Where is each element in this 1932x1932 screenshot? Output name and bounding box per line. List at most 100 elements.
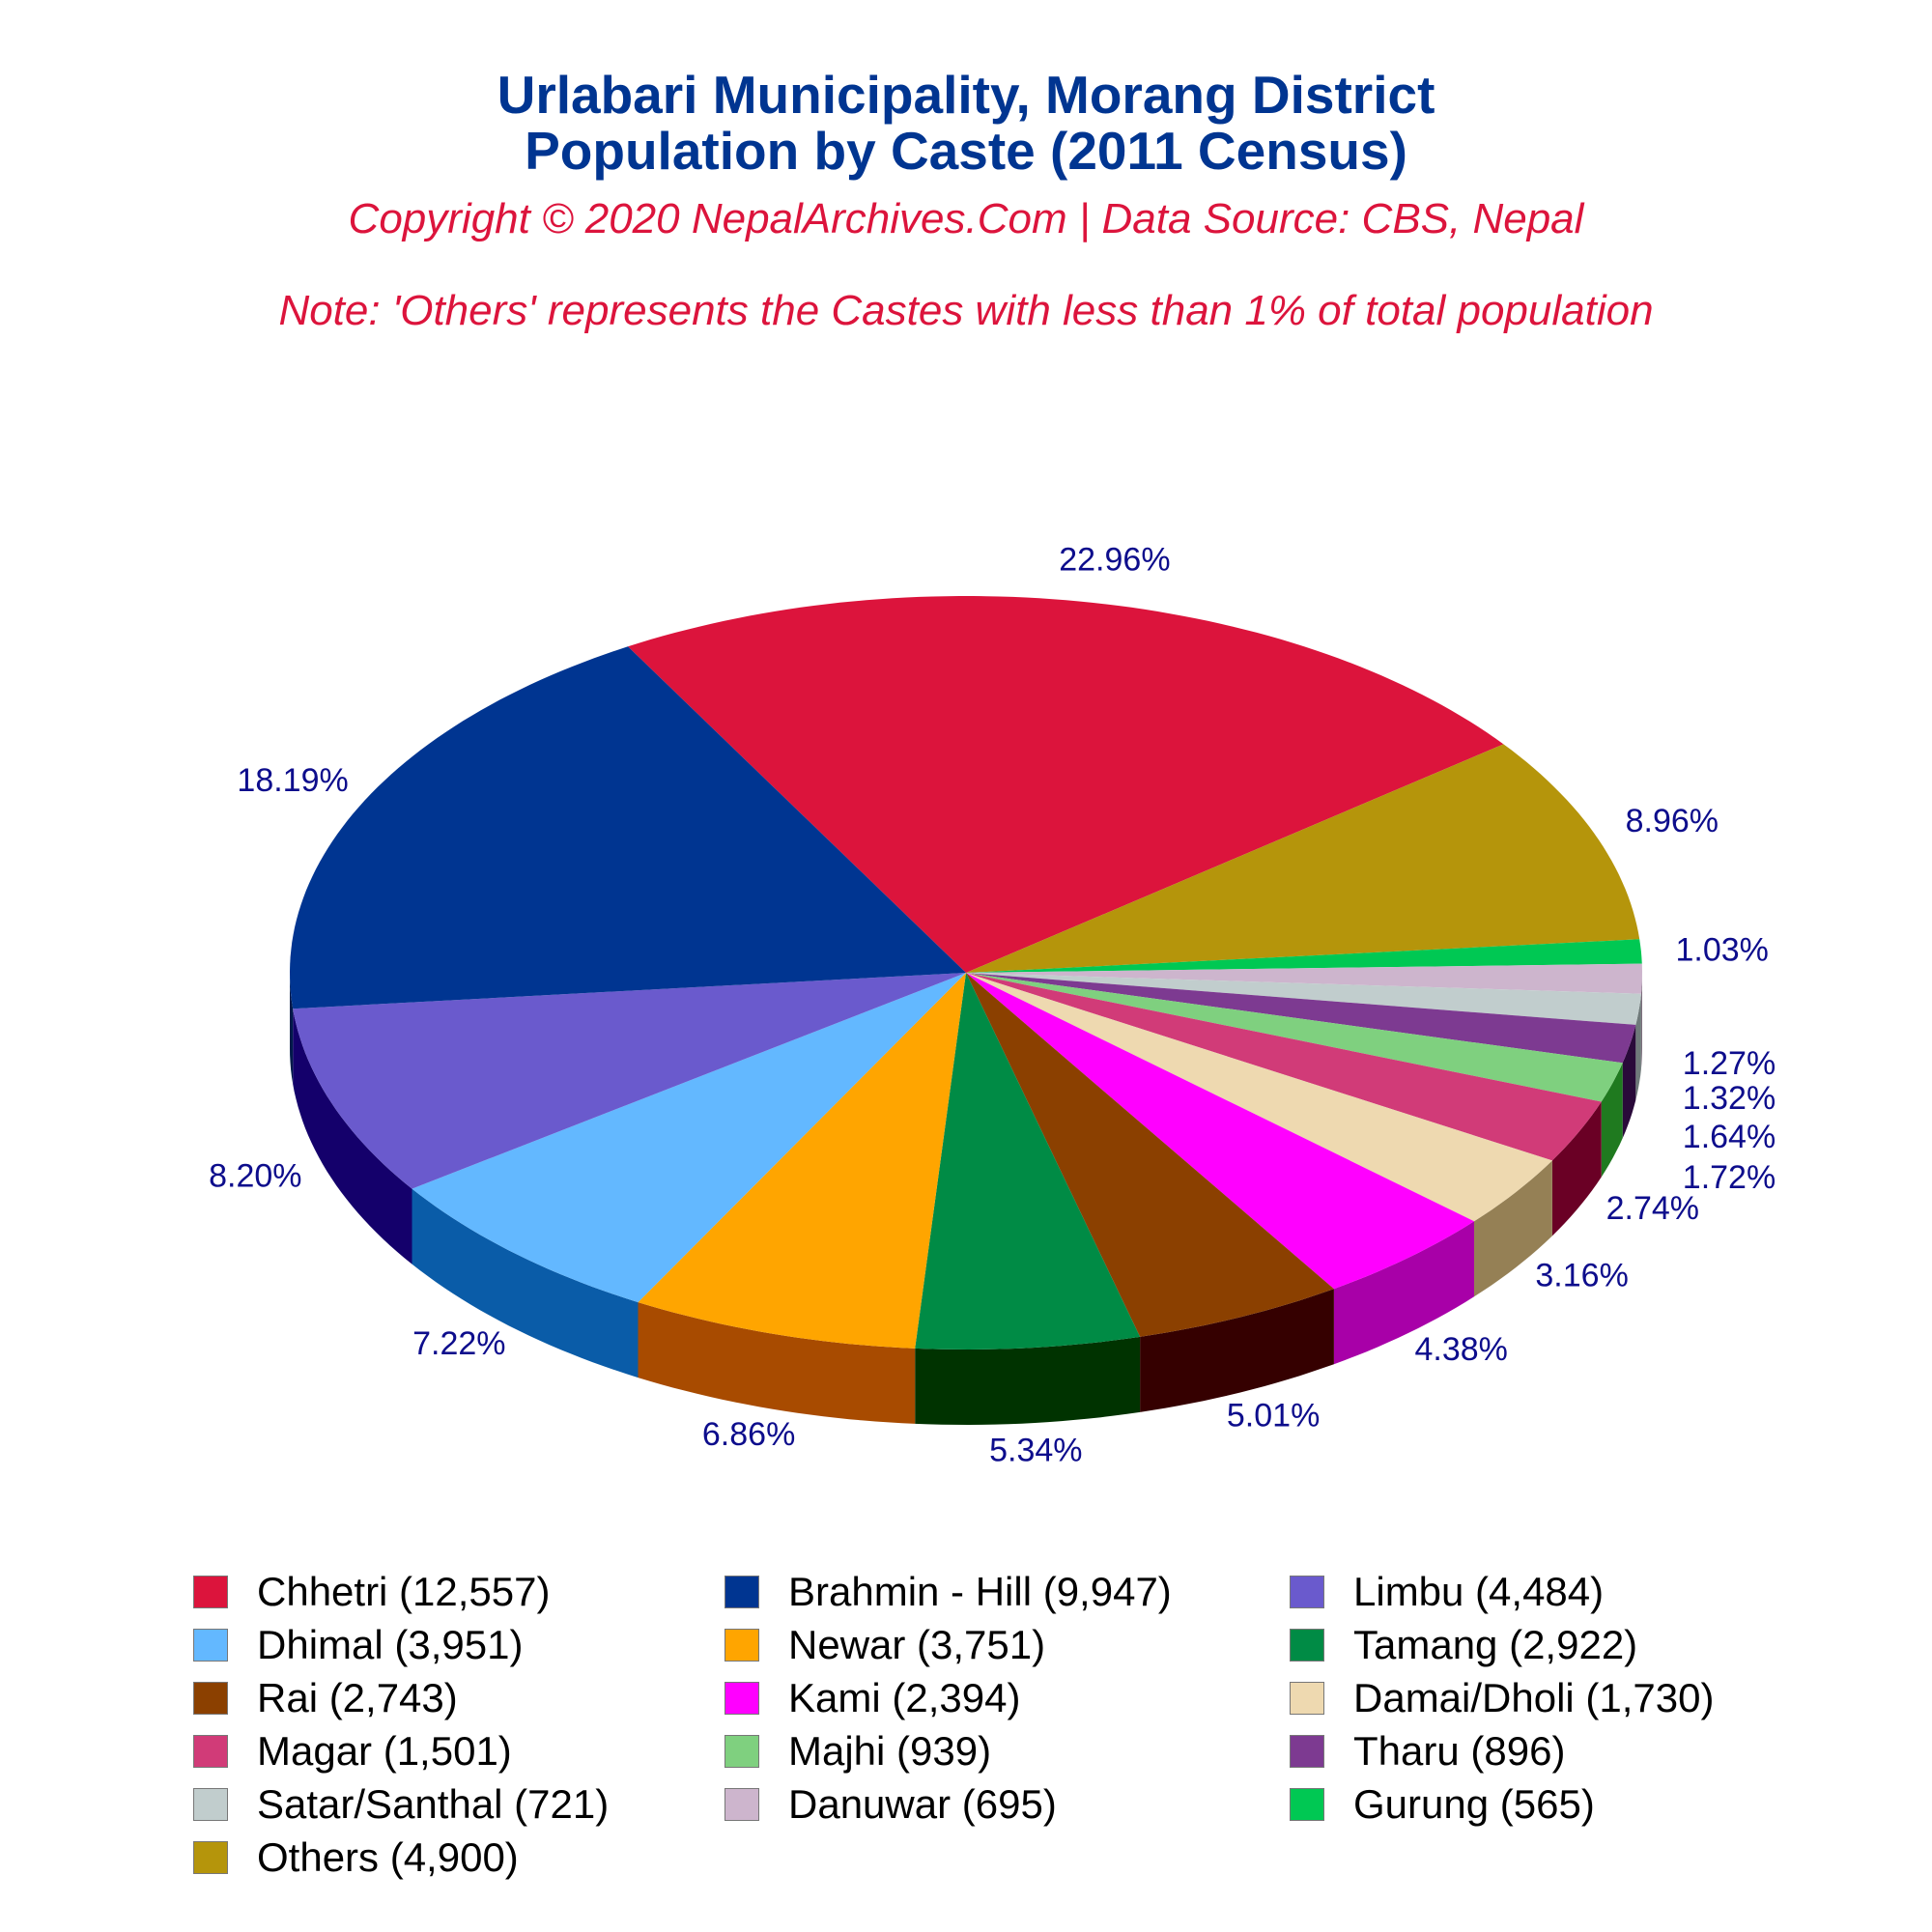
legend-swatch: [724, 1735, 759, 1768]
pct-label-limbu: 8.20%: [209, 1158, 301, 1195]
legend-swatch: [193, 1788, 228, 1821]
legend-label: Kami (2,394): [788, 1675, 1021, 1720]
note-text: Note: 'Others' represents the Castes wit…: [278, 287, 1654, 334]
pie-sides: [290, 973, 1642, 1425]
pct-label-kami: 4.38%: [1414, 1331, 1507, 1368]
pie-slice-chhetri: [628, 596, 1504, 973]
pie-slice-kami: [966, 973, 1474, 1290]
legend-swatch: [193, 1629, 228, 1662]
pie-side-tharu: [1622, 1024, 1636, 1139]
legend-swatch: [193, 1682, 228, 1715]
pct-label-chhetri: 22.96%: [1059, 542, 1170, 579]
legend-swatch: [1290, 1735, 1324, 1768]
pct-label-tamang: 5.34%: [989, 1432, 1082, 1468]
legend: Chhetri (12,557) Brahmin - Hill (9,947) Li…: [0, 1567, 1932, 1880]
legend-label: Tamang (2,922): [1353, 1622, 1638, 1667]
pie-slice-limbu: [293, 973, 966, 1189]
legend-label: Gurung (565): [1353, 1781, 1595, 1827]
pie-slice-satar-santhal: [966, 973, 1641, 1025]
legend-label: Majhi (939): [788, 1728, 992, 1774]
pct-label-gurung: 1.03%: [1675, 931, 1768, 968]
legend-label: Tharu (896): [1353, 1728, 1566, 1774]
legend-swatch: [724, 1576, 759, 1608]
legend-label: Magar (1,501): [257, 1728, 512, 1774]
legend-label: Newar (3,751): [788, 1622, 1046, 1667]
legend-item: Satar/Santhal (721): [193, 1779, 609, 1830]
legend-item: Dhimal (3,951): [193, 1620, 523, 1670]
legend-item: Danuwar (695): [724, 1779, 1057, 1830]
legend-swatch: [193, 1735, 228, 1768]
legend-label: Others (4,900): [257, 1834, 519, 1880]
pie-slice-tharu: [966, 973, 1636, 1064]
pct-label-dhimal: 7.22%: [412, 1325, 505, 1362]
legend-swatch: [1290, 1629, 1324, 1662]
legend-label: Damai/Dholi (1,730): [1353, 1675, 1715, 1720]
legend-item: Brahmin - Hill (9,947): [724, 1567, 1172, 1617]
pie-slice-magar: [966, 973, 1602, 1161]
legend-item: Others (4,900): [193, 1833, 519, 1883]
legend-label: Brahmin - Hill (9,947): [788, 1569, 1172, 1614]
chart-title-line-2: Population by Caste (2011 Census): [525, 121, 1407, 181]
legend-label: Dhimal (3,951): [257, 1622, 524, 1667]
pie-side-brahmin-hill: [290, 973, 294, 1085]
legend-swatch: [193, 1841, 228, 1874]
pie-slice-majhi: [966, 973, 1623, 1102]
legend-item: Limbu (4,484): [1290, 1567, 1604, 1617]
legend-label: Limbu (4,484): [1353, 1569, 1605, 1614]
pie-side-damai-dholi: [1474, 1160, 1552, 1297]
pie-side-kami: [1333, 1221, 1474, 1365]
legend-swatch: [724, 1682, 759, 1715]
legend-swatch: [724, 1788, 759, 1821]
legend-swatch: [1290, 1788, 1324, 1821]
pie-slice-brahmin-hill: [290, 646, 966, 1009]
legend-swatch: [193, 1576, 228, 1608]
pct-label-majhi: 1.72%: [1683, 1159, 1776, 1196]
pct-label-others: 8.96%: [1626, 803, 1719, 839]
pie-slice-rai: [966, 973, 1334, 1337]
legend-item: Tamang (2,922): [1290, 1620, 1637, 1670]
pct-label-damai-dholi: 3.16%: [1535, 1258, 1628, 1294]
pie-side-dhimal: [412, 1188, 639, 1378]
legend-item: Tharu (896): [1290, 1726, 1565, 1776]
pie-side-tamang: [915, 1336, 1141, 1425]
pie-side-magar: [1551, 1101, 1602, 1236]
legend-item: Majhi (939): [724, 1726, 991, 1776]
pct-label-rai: 5.01%: [1227, 1398, 1320, 1435]
pie-slice-others: [966, 744, 1640, 973]
copyright-text: Copyright © 2020 NepalArchives.Com | Dat…: [348, 195, 1584, 242]
pie-side-danuwar: [1640, 973, 1642, 1069]
legend-item: Magar (1,501): [193, 1726, 512, 1776]
pie-side-majhi: [1601, 1063, 1623, 1178]
pie-slice-newar: [638, 973, 966, 1349]
pie-side-satar-santhal: [1635, 993, 1641, 1100]
legend-label: Chhetri (12,557): [257, 1569, 551, 1614]
pie-slice-damai-dholi: [966, 973, 1552, 1222]
pie-slice-danuwar: [966, 963, 1642, 994]
pct-label-satar-santhal: 1.32%: [1683, 1080, 1776, 1117]
pie-slice-dhimal: [412, 973, 966, 1303]
pct-label-brahmin-hill: 18.19%: [237, 762, 348, 799]
pct-label-tharu: 1.64%: [1683, 1119, 1776, 1155]
pie-percent-labels: 22.96% 8.96% 1.03% 1.27%1.32%1.64% 1.72%2.74…: [209, 542, 1776, 1469]
legend-swatch: [1290, 1576, 1324, 1608]
pie-side-rai: [1140, 1289, 1334, 1412]
chart-title-line-1: Urlabari Municipality, Morang District: [497, 65, 1435, 125]
legend-item: Chhetri (12,557): [193, 1567, 551, 1617]
legend-label: Satar/Santhal (721): [257, 1781, 610, 1827]
legend-swatch: [1290, 1682, 1324, 1715]
pie-slice-tamang: [915, 973, 1141, 1350]
legend-item: Kami (2,394): [724, 1673, 1020, 1723]
pie-slices: [290, 596, 1642, 1350]
pie-slice-gurung: [966, 939, 1642, 973]
legend-item: Gurung (565): [1290, 1779, 1595, 1830]
legend-swatch: [724, 1629, 759, 1662]
legend-item: Rai (2,743): [193, 1673, 458, 1723]
pct-label-danuwar: 1.27%: [1683, 1045, 1776, 1082]
legend-item: Damai/Dholi (1,730): [1290, 1673, 1715, 1723]
legend-label: Danuwar (695): [788, 1781, 1057, 1827]
pie-side-newar: [638, 1302, 916, 1424]
pie-side-limbu: [293, 1009, 412, 1264]
legend-item: Newar (3,751): [724, 1620, 1045, 1670]
pct-label-newar: 6.86%: [702, 1416, 795, 1453]
pie-chart: 22.96% 8.96% 1.03% 1.27%1.32%1.64% 1.72%2.74…: [209, 542, 1776, 1469]
